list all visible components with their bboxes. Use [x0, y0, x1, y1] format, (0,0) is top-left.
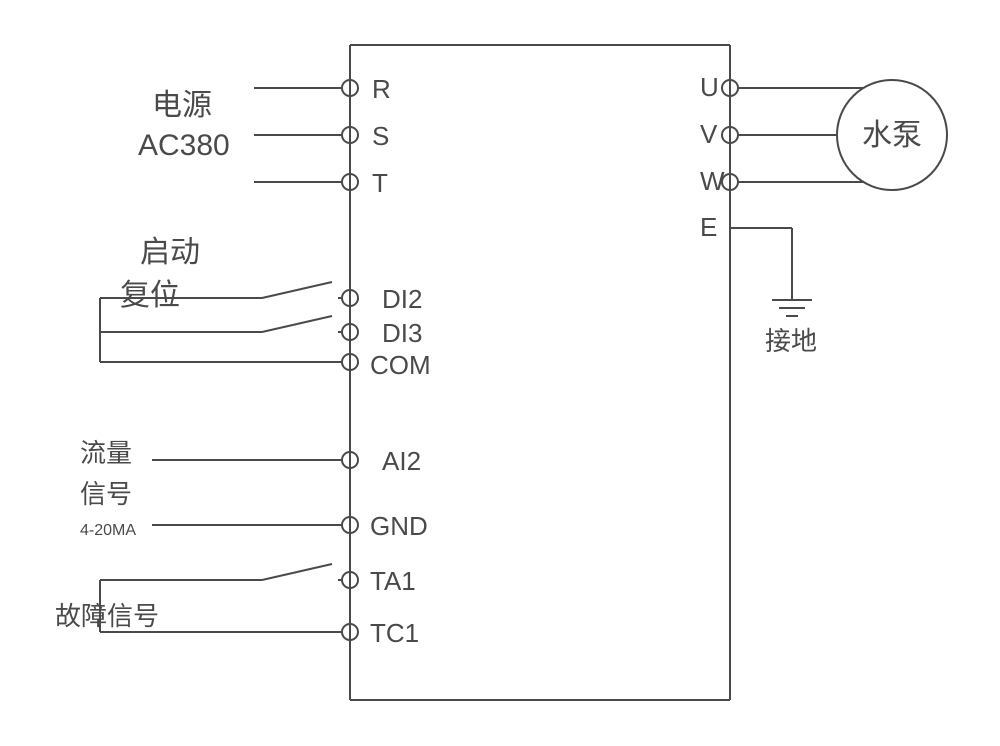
svg-text:4-20MA: 4-20MA	[80, 522, 136, 539]
svg-text:E: E	[700, 212, 717, 242]
svg-text:水泵: 水泵	[862, 119, 922, 152]
svg-text:S: S	[372, 121, 389, 151]
svg-text:电源: 电源	[152, 89, 212, 122]
svg-text:故障信号: 故障信号	[55, 601, 159, 631]
wiring-diagram: RST DI2 DI3COM AI2 GND TA1 TC1 UVWE 电源 AC380 启动复位流…	[0, 0, 1000, 746]
svg-text:信号: 信号	[80, 479, 132, 509]
svg-text:T: T	[372, 168, 388, 198]
svg-text:GND: GND	[370, 511, 428, 541]
svg-text:W: W	[700, 166, 725, 196]
svg-text:V: V	[700, 119, 718, 149]
svg-text:TC1: TC1	[370, 618, 419, 648]
svg-text:DI3: DI3	[382, 318, 422, 348]
svg-text:复位: 复位	[120, 279, 180, 312]
svg-text:流量: 流量	[80, 438, 132, 468]
svg-text:COM: COM	[370, 350, 431, 380]
svg-text:接地: 接地	[765, 326, 817, 356]
svg-text:AI2: AI2	[382, 446, 421, 476]
svg-text:R: R	[372, 74, 391, 104]
svg-text:启动: 启动	[140, 236, 200, 269]
svg-text:U: U	[700, 72, 719, 102]
svg-text:TA1: TA1	[370, 566, 416, 596]
svg-text:AC380: AC380	[138, 129, 230, 162]
svg-text:DI2: DI2	[382, 284, 422, 314]
